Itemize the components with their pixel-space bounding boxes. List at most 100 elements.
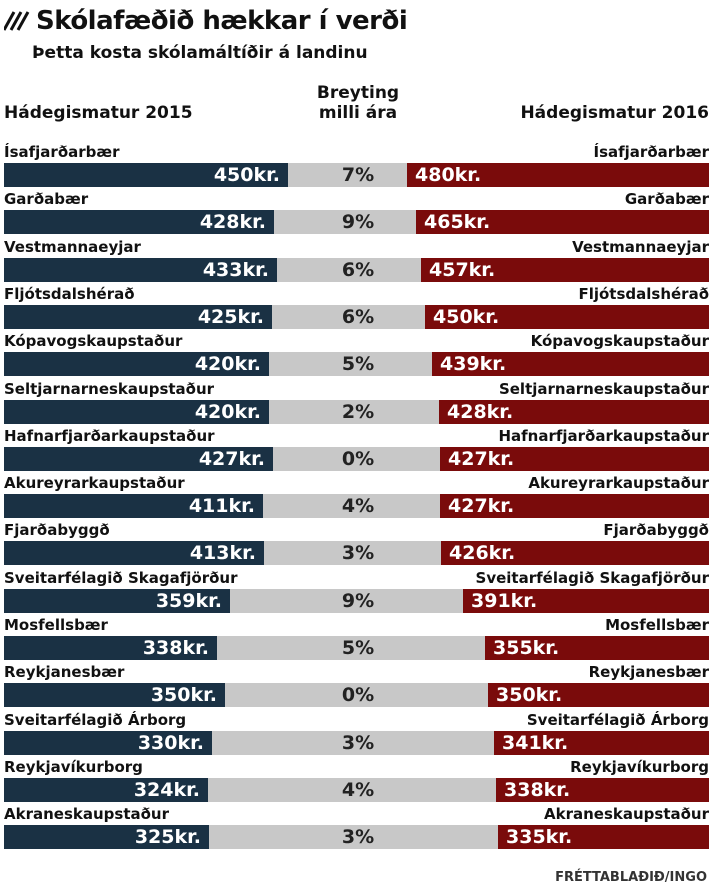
bar-2015 [4,683,225,707]
category-label-2016: Mosfellsbær [605,616,709,634]
category-label-2016: Hafnarfjarðarkaupstaður [498,427,709,445]
chart-row: Sveitarfélagið Skagafjörður Sveitarfélagi… [0,566,713,613]
category-label-2016: Reykjanesbær [588,663,709,681]
category-label-2016: Akureyrarkaupstaður [528,474,709,492]
hatch-icon [4,11,30,31]
chart-row: Akureyrarkaupstaður Akureyrarkaupstaður 41… [0,471,713,518]
bar-2016 [439,400,709,424]
bar-2016 [485,636,709,660]
value-label-2015: 428kr. [199,211,266,233]
category-label-2016: Reykjavíkurborg [570,758,709,776]
change-label: 5% [341,353,375,375]
column-header-2016: Hádegismatur 2016 [520,103,709,123]
value-label-2015: 350kr. [150,684,217,706]
chart-row: Vestmannaeyjar Vestmannaeyjar 433kr. 457kr.… [0,235,713,282]
bar-2015 [4,636,217,660]
value-label-2016: 350kr. [496,684,563,706]
value-label-2015: 324kr. [133,779,200,801]
value-label-2015: 420kr. [194,401,261,423]
value-label-2016: 338kr. [504,779,571,801]
bar-2015 [4,778,208,802]
change-label: 4% [341,495,375,517]
category-label-2016: Kópavogskaupstaður [530,332,709,350]
value-label-2015: 433kr. [202,259,269,281]
page-subtitle: Þetta kosta skólamáltíðir á landinu [32,43,368,63]
category-label-2015: Ísafjarðarbær [4,143,120,161]
category-label-2016: Sveitarfélagið Skagafjörður [475,569,709,587]
value-label-2016: 480kr. [415,164,482,186]
category-label-2015: Akureyrarkaupstaður [4,474,185,492]
chart-row: Reykjavíkurborg Reykjavíkurborg 324kr. 338k… [0,755,713,802]
value-label-2016: 428kr. [447,401,514,423]
change-label: 0% [341,448,375,470]
category-label-2015: Seltjarnarneskaupstaður [4,380,215,398]
value-label-2016: 335kr. [506,826,573,848]
category-label-2016: Vestmannaeyjar [572,238,709,256]
category-label-2016: Fljótsdalshérað [578,285,709,303]
change-label: 6% [341,306,375,328]
bar-2016 [421,258,709,282]
title-row: Skólafæðið hækkar í verði [4,4,408,38]
bar-2016 [432,352,709,376]
bar-2015 [4,589,230,613]
value-label-2016: 355kr. [493,637,560,659]
category-label-2016: Sveitarfélagið Árborg [526,711,709,729]
value-label-2016: 457kr. [429,259,496,281]
value-label-2015: 359kr. [155,590,222,612]
bar-2015 [4,210,274,234]
category-label-2015: Mosfellsbær [4,616,108,634]
value-label-2015: 411kr. [188,495,255,517]
bar-2015 [4,400,269,424]
chart-row: Mosfellsbær Mosfellsbær 338kr. 355kr. 5% [0,613,713,660]
value-label-2016: 427kr. [448,448,515,470]
change-label: 3% [341,732,375,754]
value-label-2016: 426kr. [449,542,516,564]
chart-row: Garðabær Garðabær 428kr. 465kr. 9% [0,187,713,234]
change-label: 9% [341,211,375,233]
category-label-2015: Garðabær [4,190,89,208]
bar-2016 [440,447,709,471]
bar-2015 [4,825,209,849]
change-label: 0% [341,684,375,706]
value-label-2015: 330kr. [137,732,204,754]
chart-row: Fjarðabyggð Fjarðabyggð 413kr. 426kr. 3% [0,518,713,565]
bar-2015 [4,352,269,376]
category-label-2015: Vestmannaeyjar [4,238,141,256]
change-label: 4% [341,779,375,801]
chart-row: Ísafjarðarbær Ísafjarðarbær 450kr. 480kr. 7% [0,140,713,187]
category-label-2016: Fjarðabyggð [603,521,709,539]
value-label-2015: 338kr. [142,637,209,659]
category-label-2016: Garðabær [624,190,709,208]
change-header-line2: milli ára [318,103,398,123]
chart-row: Kópavogskaupstaður Kópavogskaupstaður 420k… [0,329,713,376]
value-label-2015: 420kr. [194,353,261,375]
change-header-line1: Breyting [316,83,400,103]
category-label-2015: Fjarðabyggð [4,521,110,539]
bar-2015 [4,258,277,282]
change-label: 7% [341,164,375,186]
category-label-2015: Sveitarfélagið Skagafjörður [4,569,238,587]
value-label-2016: 450kr. [433,306,500,328]
category-label-2015: Akraneskaupstaður [4,805,169,823]
value-label-2016: 465kr. [424,211,491,233]
category-label-2015: Reykjanesbær [4,663,125,681]
category-label-2015: Sveitarfélagið Árborg [4,711,187,729]
value-label-2016: 391kr. [471,590,538,612]
bar-2015 [4,447,273,471]
value-label-2015: 413kr. [189,542,256,564]
value-label-2016: 427kr. [448,495,515,517]
bar-2016 [441,541,709,565]
value-label-2016: 439kr. [440,353,507,375]
bar-2015 [4,541,264,565]
chart-row: Seltjarnarneskaupstaður Seltjarnarneskaup… [0,377,713,424]
bar-2016 [407,163,709,187]
bar-2016 [425,305,709,329]
bar-2016 [440,494,709,518]
bar-2016 [416,210,709,234]
bar-2015 [4,731,212,755]
bar-2016 [463,589,709,613]
value-label-2015: 325kr. [134,826,201,848]
column-header-change: Breyting milli ára [298,83,418,123]
chart-row: Sveitarfélagið Árborg Sveitarfélagið Árbo… [0,708,713,755]
value-label-2015: 427kr. [198,448,265,470]
